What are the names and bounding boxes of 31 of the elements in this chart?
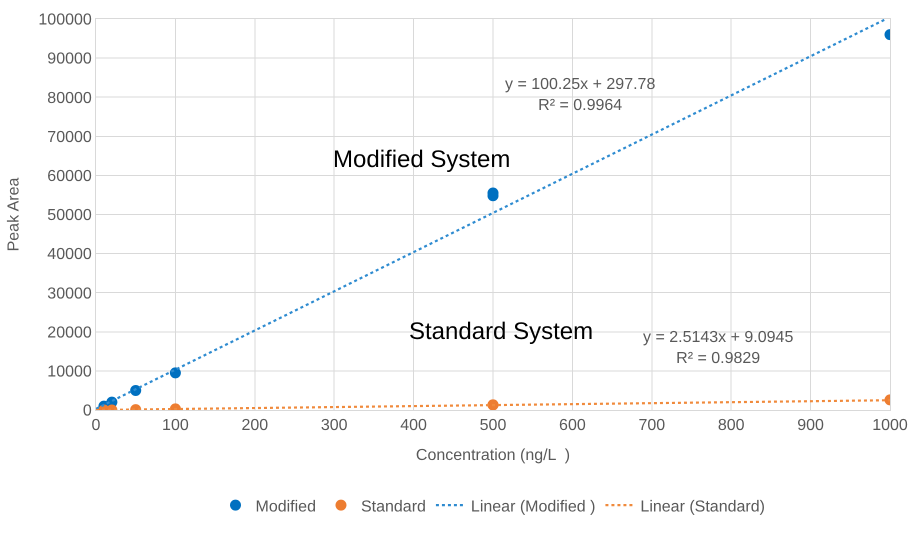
y-tick-label: 10000 (47, 364, 92, 380)
x-tick-label: 200 (241, 417, 268, 434)
y-tick-label: 50000 (47, 207, 92, 224)
legend-label: Linear (Modified ) (470, 498, 596, 516)
x-tick-label: 900 (797, 417, 824, 434)
y-tick-label: 70000 (47, 128, 92, 146)
x-axis-title: Concentration (ng/L ) (416, 446, 570, 464)
annotation: y = 100.25x + 297.78 R² = 0.9964 (505, 76, 656, 114)
y-tick-label: 100000 (38, 12, 92, 29)
x-tick-label: 300 (320, 417, 348, 434)
y-tick-label: 60000 (47, 168, 92, 185)
annotation: Standard System (409, 318, 594, 345)
legend-label: Linear (Standard) (640, 498, 765, 516)
x-tick-label: 800 (718, 417, 745, 434)
y-tick-label: 40000 (47, 246, 92, 264)
y-tick-label: 0 (82, 402, 92, 420)
y-axis-title: Peak Area (5, 177, 22, 252)
x-tick-label: 600 (559, 417, 586, 434)
y-tick-label: 80000 (47, 90, 92, 107)
y-tick-label: 30000 (47, 285, 92, 302)
y-tick-label: 20000 (47, 324, 92, 342)
legend-label: Modified (256, 498, 316, 516)
annotation: Modified System (333, 146, 510, 173)
x-tick-label: 1000 (872, 417, 908, 434)
legend-label: Standard (360, 498, 426, 516)
x-tick-label: 400 (400, 417, 428, 434)
x-tick-label: 100 (162, 417, 189, 434)
annotation: y = 2.5143x + 9.0945 R² = 0.9829 (643, 329, 794, 367)
x-tick-label: 500 (480, 417, 506, 434)
y-tick-label: 90000 (47, 50, 92, 68)
x-tick-label: 700 (638, 417, 666, 434)
